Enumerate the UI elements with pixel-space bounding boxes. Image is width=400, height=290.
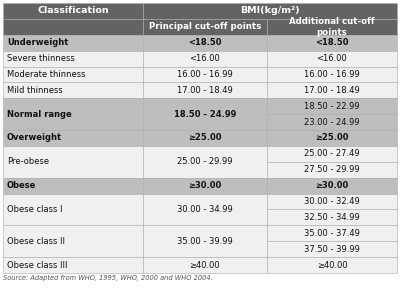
Bar <box>267 130 397 146</box>
Text: 17.00 - 18.49: 17.00 - 18.49 <box>304 86 360 95</box>
Text: 35.00 - 39.99: 35.00 - 39.99 <box>177 237 233 246</box>
Bar <box>267 114 397 130</box>
Bar <box>267 225 397 241</box>
Bar <box>267 98 397 114</box>
Bar <box>143 178 267 194</box>
Text: ≥30.00: ≥30.00 <box>188 181 222 190</box>
Text: Classification: Classification <box>37 6 109 15</box>
Bar <box>267 66 397 82</box>
Bar <box>3 225 143 257</box>
Bar <box>3 98 143 130</box>
Text: Overweight: Overweight <box>7 133 62 142</box>
Text: 32.50 - 34.99: 32.50 - 34.99 <box>304 213 360 222</box>
Bar <box>267 241 397 257</box>
Text: ≥30.00: ≥30.00 <box>315 181 349 190</box>
Bar <box>267 178 397 194</box>
Text: Obese class III: Obese class III <box>7 260 68 270</box>
Bar <box>3 3 143 19</box>
Bar <box>143 98 267 130</box>
Text: <18.50: <18.50 <box>188 38 222 47</box>
Bar <box>143 82 267 98</box>
Bar <box>143 146 267 178</box>
Bar <box>267 146 397 162</box>
Bar <box>3 146 143 178</box>
Text: 25.00 - 29.99: 25.00 - 29.99 <box>177 157 233 166</box>
Text: ≥40.00: ≥40.00 <box>190 260 220 270</box>
Bar <box>143 225 267 257</box>
Text: Source: Adapted from WHO, 1995, WHO, 2000 and WHO 2004.: Source: Adapted from WHO, 1995, WHO, 200… <box>3 275 213 281</box>
Bar <box>3 82 143 98</box>
Text: Underweight: Underweight <box>7 38 68 47</box>
Bar <box>267 51 397 66</box>
Bar <box>3 51 143 66</box>
Text: ≥25.00: ≥25.00 <box>188 133 222 142</box>
Bar <box>143 3 397 19</box>
Text: BMI(kg/m²): BMI(kg/m²) <box>240 6 300 15</box>
Text: 23.00 - 24.99: 23.00 - 24.99 <box>304 118 360 127</box>
Text: 16.00 - 16.99: 16.00 - 16.99 <box>177 70 233 79</box>
Text: Mild thinness: Mild thinness <box>7 86 63 95</box>
Text: 16.00 - 16.99: 16.00 - 16.99 <box>304 70 360 79</box>
Text: Obese: Obese <box>7 181 36 190</box>
Text: 37.50 - 39.99: 37.50 - 39.99 <box>304 245 360 254</box>
Text: <16.00: <16.00 <box>317 54 347 63</box>
Bar <box>3 194 143 225</box>
Bar <box>267 35 397 51</box>
Bar <box>143 35 267 51</box>
Text: Severe thinness: Severe thinness <box>7 54 75 63</box>
Text: 18.50 - 24.99: 18.50 - 24.99 <box>174 110 236 119</box>
Bar <box>143 19 267 35</box>
Bar <box>143 66 267 82</box>
Text: 30.00 - 32.49: 30.00 - 32.49 <box>304 197 360 206</box>
Bar <box>267 209 397 225</box>
Text: <18.50: <18.50 <box>315 38 349 47</box>
Text: <16.00: <16.00 <box>190 54 220 63</box>
Text: Normal range: Normal range <box>7 110 72 119</box>
Bar <box>143 51 267 66</box>
Bar <box>143 257 267 273</box>
Bar <box>267 194 397 209</box>
Bar <box>143 194 267 225</box>
Text: Obese class I: Obese class I <box>7 205 62 214</box>
Text: 18.50 - 22.99: 18.50 - 22.99 <box>304 102 360 111</box>
Text: 27.50 - 29.99: 27.50 - 29.99 <box>304 165 360 174</box>
Text: Obese class II: Obese class II <box>7 237 65 246</box>
Text: Moderate thinness: Moderate thinness <box>7 70 86 79</box>
Text: ≥25.00: ≥25.00 <box>315 133 349 142</box>
Text: 35.00 - 37.49: 35.00 - 37.49 <box>304 229 360 238</box>
Bar <box>3 130 143 146</box>
Bar <box>3 178 143 194</box>
Bar <box>143 130 267 146</box>
Text: 30.00 - 34.99: 30.00 - 34.99 <box>177 205 233 214</box>
Bar <box>267 162 397 178</box>
Bar <box>267 82 397 98</box>
Text: Additional cut-off
points: Additional cut-off points <box>289 17 375 37</box>
Bar <box>3 19 143 35</box>
Bar <box>267 257 397 273</box>
Bar <box>3 257 143 273</box>
Text: 25.00 - 27.49: 25.00 - 27.49 <box>304 149 360 158</box>
Text: ≥40.00: ≥40.00 <box>317 260 347 270</box>
Bar <box>267 19 397 35</box>
Text: Principal cut-off points: Principal cut-off points <box>149 22 261 31</box>
Bar <box>3 35 143 51</box>
Text: Pre-obese: Pre-obese <box>7 157 49 166</box>
Bar <box>3 66 143 82</box>
Text: 17.00 - 18.49: 17.00 - 18.49 <box>177 86 233 95</box>
